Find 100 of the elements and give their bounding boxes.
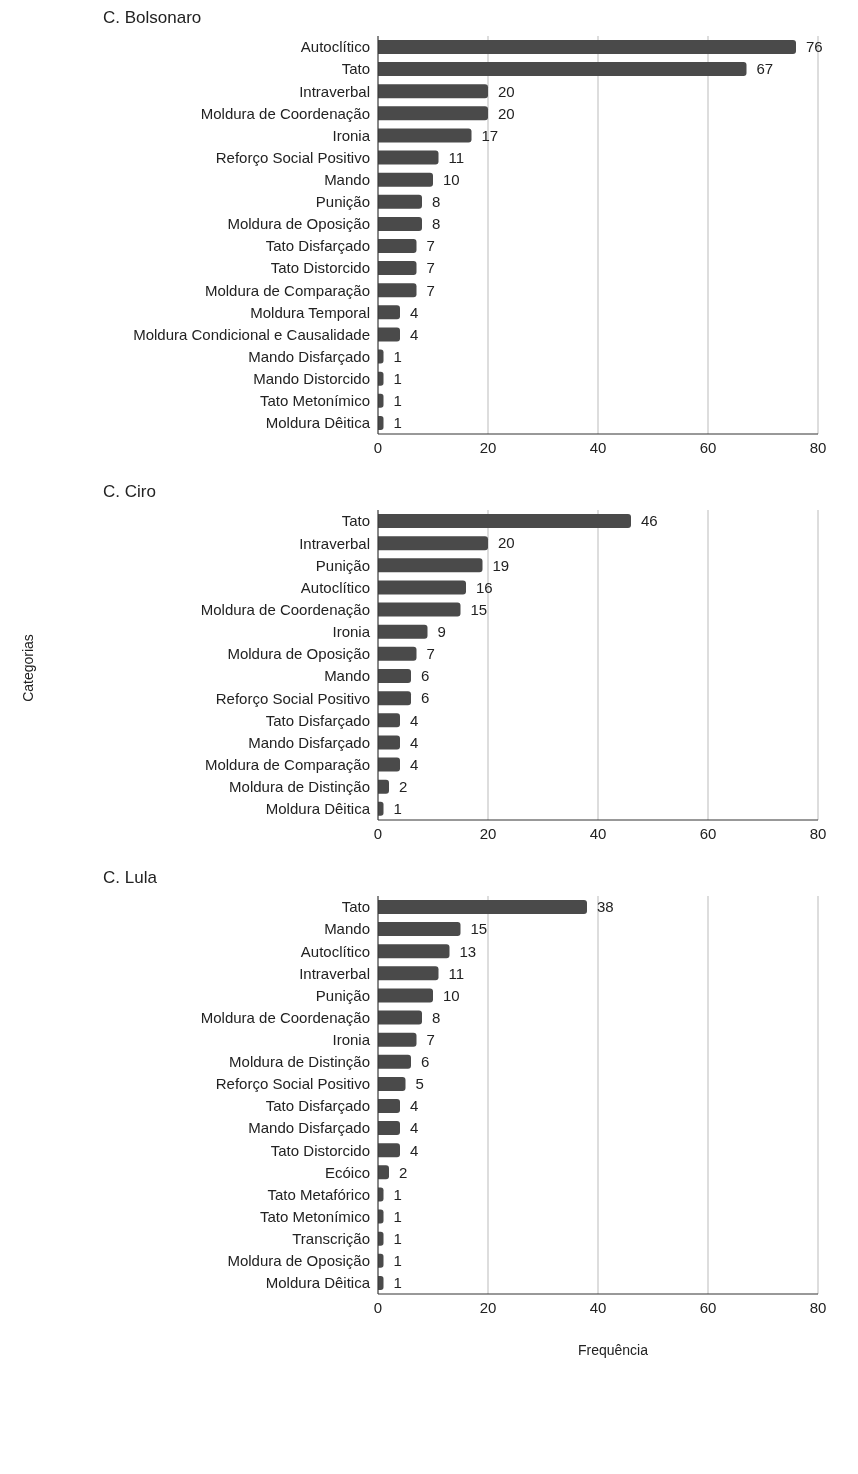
y-tick-label: Moldura de Oposição: [227, 1252, 370, 1270]
data-label: 6: [421, 667, 430, 685]
y-tick-label: Reforço Social Positivo: [215, 689, 370, 707]
bar: [378, 988, 433, 1003]
y-tick-label: Intraverbal: [299, 82, 370, 100]
y-tick-label: Moldura de Comparação: [204, 755, 370, 773]
y-tick-label: Tato Distorcido: [270, 259, 370, 277]
text: C. Ciro: [103, 482, 157, 503]
data-label: 10: [443, 986, 460, 1004]
x-tick-label: 0: [373, 438, 383, 456]
data-label: 1: [393, 414, 402, 432]
bar: [378, 1143, 400, 1158]
y-tick-label: Moldura Dêitica: [265, 414, 371, 432]
y-tick-label: Mando Distorcido: [253, 370, 370, 388]
bar: [378, 1165, 389, 1180]
data-label: 46: [641, 512, 658, 530]
y-tick-label: Tato Metafórico: [267, 1185, 370, 1203]
bar: [378, 305, 400, 320]
data-label: 2: [399, 1163, 408, 1181]
y-tick-label: Moldura de Comparação: [204, 281, 370, 299]
y-tick-label: Tato Metonímico: [259, 392, 370, 410]
bar: [378, 216, 422, 231]
data-label: 4: [410, 1097, 419, 1115]
y-tick-label: Tato: [341, 898, 370, 916]
bar: [378, 128, 472, 143]
bar: [378, 580, 466, 595]
data-label: 20: [498, 534, 515, 552]
bar: [378, 1032, 417, 1047]
bar: [378, 261, 417, 276]
bar: [378, 1054, 411, 1069]
bar: [378, 172, 433, 187]
data-label: 1: [393, 347, 402, 365]
data-label: 19: [492, 556, 510, 574]
bar: [378, 757, 400, 772]
data-label: 7: [426, 259, 435, 277]
text: C. Lula: [103, 868, 158, 889]
y-tick-label: Moldura de Distinção: [229, 778, 370, 796]
bar: [378, 735, 400, 750]
x-tick-label: 80: [809, 824, 827, 842]
y-tick-label: Mando: [324, 171, 370, 189]
y-tick-label: Punição: [315, 193, 370, 211]
y-tick-label: Moldura Temporal: [250, 303, 370, 321]
y-tick-label: Ironia: [332, 1031, 371, 1049]
data-label: 11: [448, 148, 465, 166]
data-label: 16: [476, 578, 493, 596]
data-label: 1: [393, 392, 402, 410]
data-label: 67: [756, 60, 774, 78]
bar: [378, 536, 488, 551]
bar: [378, 283, 417, 298]
y-tick-label: Moldura de Coordenação: [200, 104, 370, 122]
data-label: 13: [459, 942, 477, 960]
y-tick-label: Moldura de Coordenação: [200, 1008, 370, 1026]
data-label: 8: [432, 193, 441, 211]
data-label: 11: [448, 964, 465, 982]
data-label: 1: [393, 1185, 402, 1203]
data-label: 10: [443, 170, 460, 188]
bar: [378, 966, 439, 981]
x-tick-label: 40: [589, 824, 607, 842]
y-tick-label: Autoclítico: [300, 942, 370, 960]
data-label: 4: [410, 1141, 419, 1159]
y-tick-label: Tato Disfarçado: [265, 711, 370, 729]
y-tick-label: Ecóico: [324, 1163, 370, 1181]
data-label: 4: [410, 1119, 419, 1137]
bar: [378, 646, 417, 661]
bar: [378, 779, 389, 794]
y-tick-label: Ironia: [332, 126, 371, 144]
data-label: 2: [399, 778, 408, 796]
y-tick-label: Transcrição: [292, 1230, 370, 1248]
bar: [378, 922, 461, 937]
y-tick-label: Punição: [315, 556, 370, 574]
data-label: 6: [421, 689, 430, 707]
bar: [378, 713, 400, 728]
x-tick-label: 80: [809, 438, 827, 456]
data-label: 1: [393, 369, 402, 387]
y-tick-label: Punição: [315, 986, 370, 1004]
bar: [378, 900, 587, 914]
x-axis-title: Frequência: [576, 1342, 649, 1358]
y-tick-label: Moldura de Oposição: [227, 645, 370, 663]
data-label: 1: [393, 1274, 402, 1292]
data-label: 1: [393, 1229, 402, 1247]
bar: [378, 624, 428, 639]
data-label: 1: [393, 800, 402, 818]
x-tick-label: 60: [699, 438, 717, 456]
data-label: 15: [470, 600, 488, 618]
y-tick-label: Moldura Dêitica: [265, 800, 371, 818]
data-label: 4: [410, 711, 419, 729]
y-tick-label: Mando Disfarçado: [248, 1119, 370, 1137]
y-tick-label: Intraverbal: [299, 964, 370, 982]
data-label: 4: [410, 733, 419, 751]
y-tick-label: Moldura de Oposição: [227, 215, 370, 233]
bar: [378, 602, 461, 617]
y-tick-label: Mando: [324, 667, 370, 685]
x-tick-label: 0: [373, 824, 383, 842]
x-tick-label: 20: [479, 1298, 497, 1316]
y-tick-label: Tato Metonímico: [259, 1207, 370, 1225]
data-label: 1: [393, 1207, 402, 1225]
bar: [378, 514, 631, 528]
data-label: 4: [410, 325, 419, 343]
bar: [378, 194, 422, 209]
y-tick-label: Mando Disfarçado: [248, 733, 370, 751]
